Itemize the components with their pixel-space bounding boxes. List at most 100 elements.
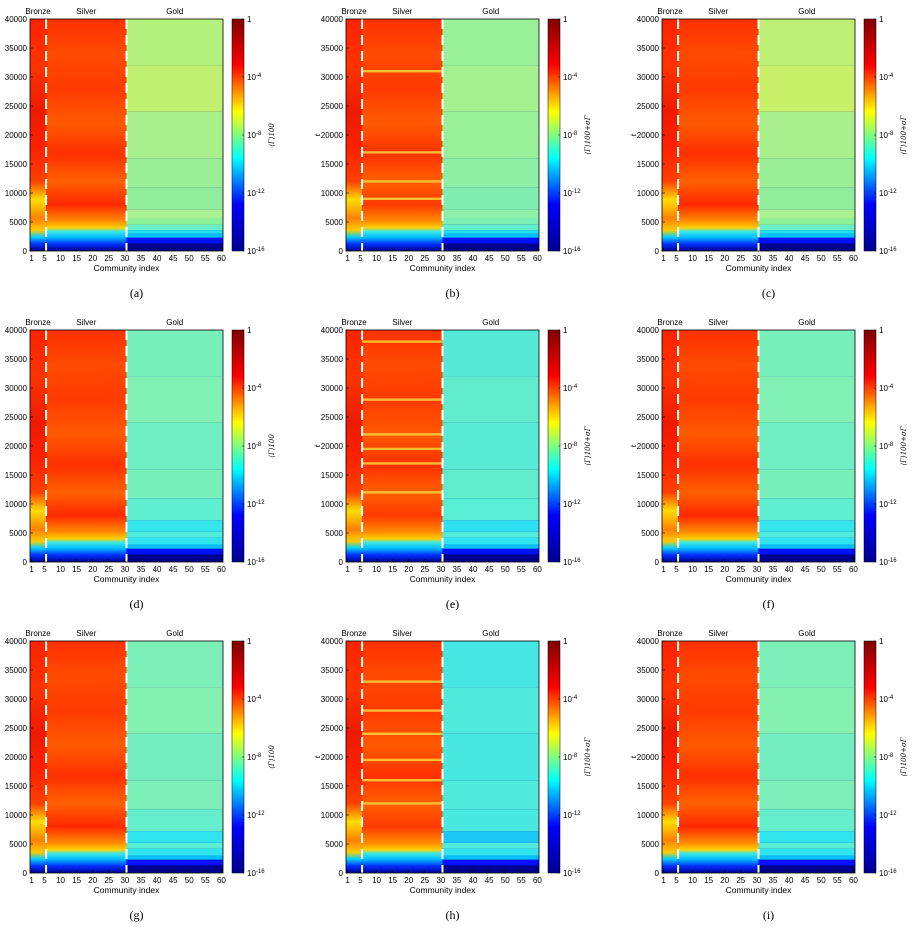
x-axis-label: Community index [726, 885, 792, 895]
gold-band [758, 209, 855, 219]
x-tick-label: 35 [137, 254, 146, 263]
x-tick-label: 30 [752, 254, 761, 263]
x-axis-label: Community index [94, 885, 160, 895]
y-axis-label: t [630, 755, 638, 758]
x-tick-label: 1 [661, 565, 666, 574]
x-tick-label: 35 [453, 565, 462, 574]
colorbar-label: ⟨Γ⟩100+σΓ [900, 114, 908, 154]
gold-band [758, 859, 855, 866]
x-tick-label: 60 [533, 565, 542, 574]
gold-band [758, 111, 855, 159]
region-silver-cells [46, 330, 127, 562]
gold-band [442, 330, 539, 377]
colorbar-label: ⟨Γ⟩100+σΓ [584, 425, 592, 465]
colorbar-tick-label: 10-8 [247, 131, 262, 140]
x-tick-label: 5 [674, 254, 679, 263]
x-tick-label: 55 [833, 876, 842, 885]
gold-band [758, 831, 855, 843]
gold-band [126, 19, 223, 66]
colorbar-tick-label: 10-4 [563, 384, 578, 393]
region-label: Silver [76, 7, 96, 16]
gold-band [758, 733, 855, 781]
region-label: Gold [166, 629, 183, 638]
gold-band [758, 544, 855, 549]
x-tick-label: 15 [72, 565, 81, 574]
colorbar-tick-label: 10-16 [247, 247, 265, 256]
region-bronze-cells [346, 330, 363, 562]
x-tick-label: 25 [420, 876, 429, 885]
y-tick-label: 30000 [5, 695, 28, 704]
y-tick-label: 20000 [5, 131, 28, 140]
y-tick-label: 0 [23, 247, 28, 256]
colorbar-tick-label: 10-8 [879, 442, 894, 451]
y-tick-label: 5000 [641, 218, 659, 227]
ridge-line [362, 398, 443, 401]
y-tick-label: 0 [655, 558, 660, 567]
y-tick-label: 20000 [637, 131, 660, 140]
gold-band [126, 865, 223, 873]
x-tick-label: 60 [533, 254, 542, 263]
panel-caption: (i) [763, 908, 774, 922]
x-axis-label: Community index [94, 574, 160, 584]
x-axis-label: Community index [726, 263, 792, 273]
gold-band [126, 237, 223, 244]
gold-band [442, 422, 539, 470]
gold-band [758, 422, 855, 470]
region-label: Silver [708, 629, 728, 638]
gold-band [126, 469, 223, 499]
gold-band [126, 859, 223, 866]
x-tick-label: 10 [372, 254, 381, 263]
gold-band [442, 498, 539, 521]
y-tick-label: 35000 [321, 355, 344, 364]
colorbar-tick-label: 10-8 [563, 753, 578, 762]
gold-band [442, 859, 539, 866]
y-axis-label: t [314, 133, 322, 136]
gold-band [442, 218, 539, 225]
ridge-line [362, 151, 443, 154]
x-tick-label: 10 [688, 254, 697, 263]
ridge-line [362, 462, 443, 465]
y-tick-label: 15000 [321, 471, 344, 480]
y-tick-label: 35000 [637, 44, 660, 53]
x-tick-label: 45 [801, 876, 810, 885]
region-label: Bronze [657, 318, 683, 327]
colorbar-label: ⟨Γ⟩100+σΓ [584, 736, 592, 776]
gold-band [758, 687, 855, 734]
colorbar-tick-label: 1 [879, 326, 884, 335]
gold-band [442, 158, 539, 188]
gold-band [758, 243, 855, 251]
x-tick-label: 60 [849, 565, 858, 574]
gold-band [758, 376, 855, 423]
y-tick-label: 15000 [5, 160, 28, 169]
x-tick-label: 1 [29, 876, 34, 885]
y-tick-label: 25000 [637, 413, 660, 422]
gold-band [758, 842, 855, 849]
x-tick-label: 25 [420, 565, 429, 574]
x-tick-label: 55 [517, 876, 526, 885]
region-bronze-cells [30, 330, 47, 562]
ridge-line [362, 732, 443, 735]
y-tick-label: 25000 [321, 724, 344, 733]
x-tick-label: 30 [436, 254, 445, 263]
y-tick-label: 15000 [5, 471, 28, 480]
gold-band [126, 233, 223, 238]
colorbar-tick-label: 10-4 [247, 384, 262, 393]
gold-band [442, 537, 539, 545]
x-tick-label: 55 [517, 254, 526, 263]
gold-band [442, 548, 539, 555]
y-tick-label: 0 [23, 558, 28, 567]
y-tick-label: 10000 [5, 811, 28, 820]
x-tick-label: 35 [453, 876, 462, 885]
gold-band [758, 554, 855, 562]
panel-caption: (c) [762, 286, 775, 300]
x-tick-label: 55 [517, 565, 526, 574]
x-tick-label: 1 [29, 565, 34, 574]
x-tick-label: 35 [769, 565, 778, 574]
region-label: Bronze [25, 318, 51, 327]
gold-band [442, 809, 539, 832]
colorbar-tick-label: 10-4 [247, 695, 262, 704]
y-tick-label: 0 [655, 869, 660, 878]
x-tick-label: 55 [201, 876, 210, 885]
